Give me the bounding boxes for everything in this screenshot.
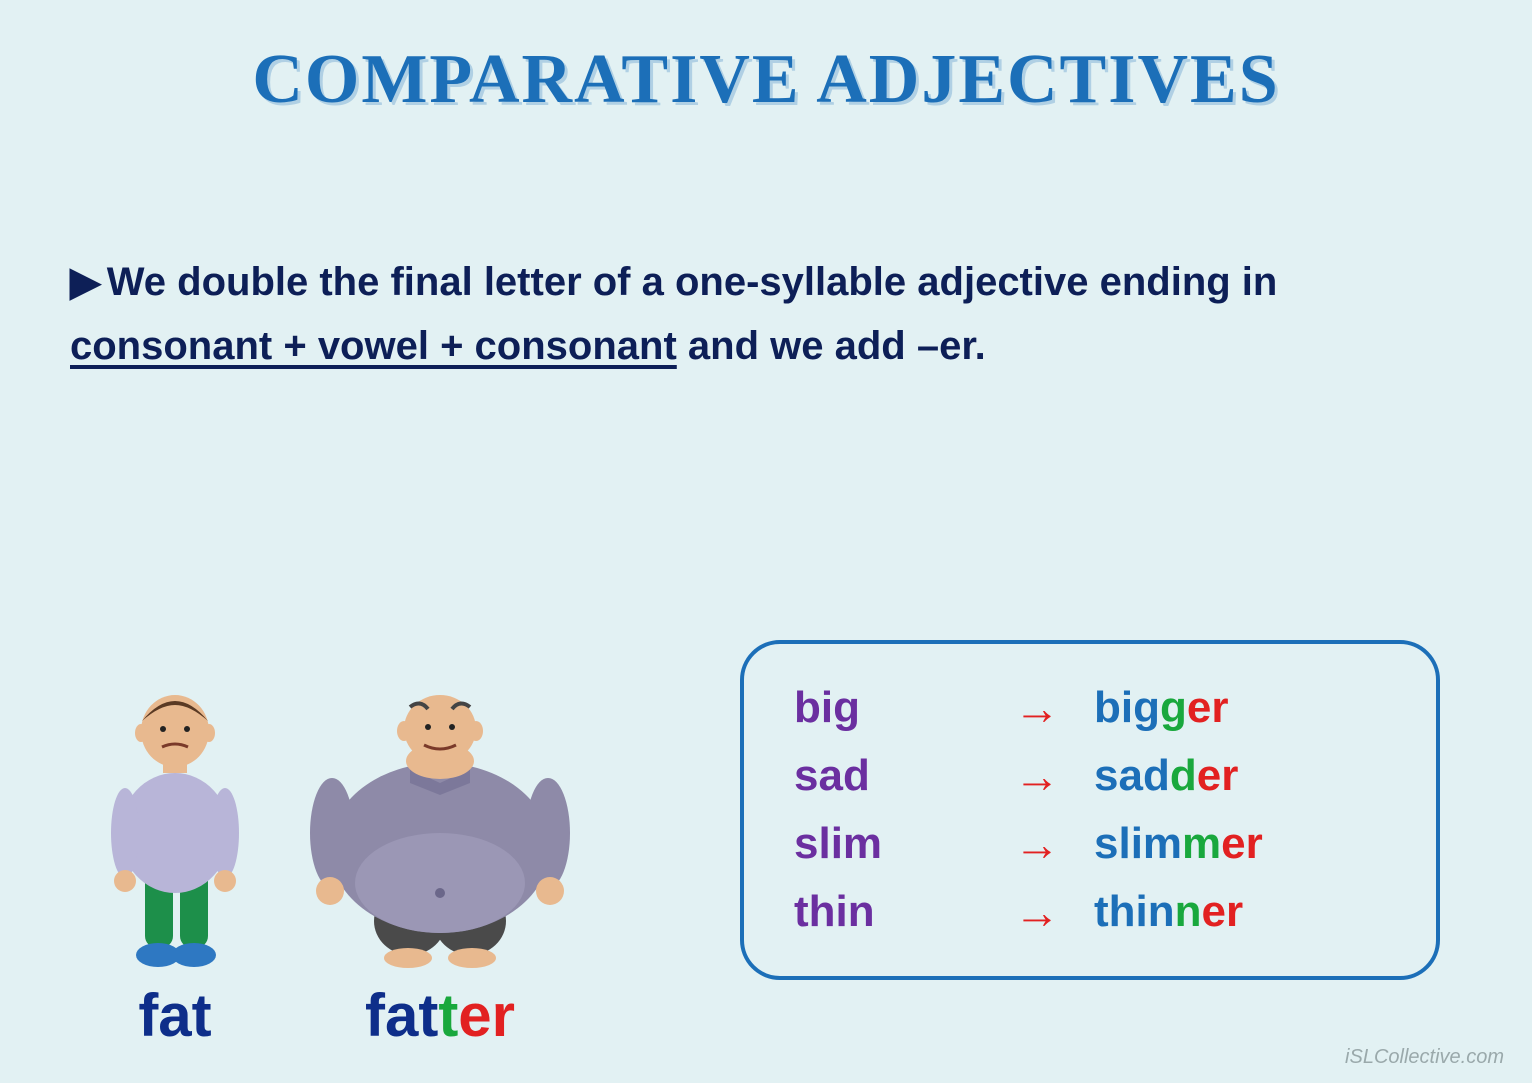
comp-thinner: thinner — [1094, 887, 1243, 937]
figures-container: fat — [0, 630, 580, 1050]
comp-suffix: er — [1187, 683, 1229, 732]
example-row-slim: slim → slimmer — [794, 817, 1386, 871]
person-fatter-illustration — [300, 683, 580, 973]
example-row-sad: sad → sadder — [794, 749, 1386, 803]
comp-double: m — [1182, 819, 1221, 868]
rule-part2: and we add –er. — [677, 324, 986, 368]
figure-fatter-label: fatter — [365, 981, 515, 1050]
comp-sadder: sadder — [1094, 751, 1238, 801]
figure-fatter: fatter — [300, 683, 580, 1050]
watermark: iSLCollective.com — [1345, 1046, 1504, 1069]
page-title: COMPARATIVE ADJECTIVES — [0, 0, 1532, 120]
comp-suffix: er — [1202, 887, 1244, 936]
label-fatter-suffix: er — [458, 982, 515, 1049]
label-fat-base: fat — [138, 982, 211, 1049]
label-fatter-base: fat — [365, 982, 438, 1049]
arrow-icon: → — [1014, 749, 1094, 803]
figure-fat-label: fat — [138, 981, 211, 1050]
arrow-icon: → — [1014, 681, 1094, 735]
comp-double: d — [1170, 751, 1197, 800]
adj-slim: slim — [794, 819, 1014, 869]
comp-base: big — [1094, 683, 1160, 732]
person-fat-illustration — [90, 683, 260, 973]
comp-base: sad — [1094, 751, 1170, 800]
comp-slimmer: slimmer — [1094, 819, 1263, 869]
comp-double: n — [1175, 887, 1202, 936]
figure-fat: fat — [90, 683, 260, 1050]
adj-big: big — [794, 683, 1014, 733]
rule-underlined: consonant + vowel + consonant — [70, 324, 677, 368]
examples-box: big → bigger sad → sadder slim → slimmer… — [740, 640, 1440, 980]
bullet-icon: ▶ — [70, 260, 101, 304]
rule-part1: We double the final letter of a one-syll… — [107, 260, 1278, 304]
example-row-big: big → bigger — [794, 681, 1386, 735]
adj-sad: sad — [794, 751, 1014, 801]
grammar-rule: ▶We double the final letter of a one-syl… — [0, 120, 1532, 378]
comp-suffix: er — [1221, 819, 1263, 868]
bottom-section: fat — [0, 630, 1532, 1050]
comp-bigger: bigger — [1094, 683, 1228, 733]
label-fatter-double: t — [438, 982, 458, 1049]
adj-thin: thin — [794, 887, 1014, 937]
example-row-thin: thin → thinner — [794, 885, 1386, 939]
arrow-icon: → — [1014, 817, 1094, 871]
arrow-icon: → — [1014, 885, 1094, 939]
comp-double: g — [1160, 683, 1187, 732]
comp-base: slim — [1094, 819, 1182, 868]
comp-base: thin — [1094, 887, 1175, 936]
comp-suffix: er — [1197, 751, 1239, 800]
